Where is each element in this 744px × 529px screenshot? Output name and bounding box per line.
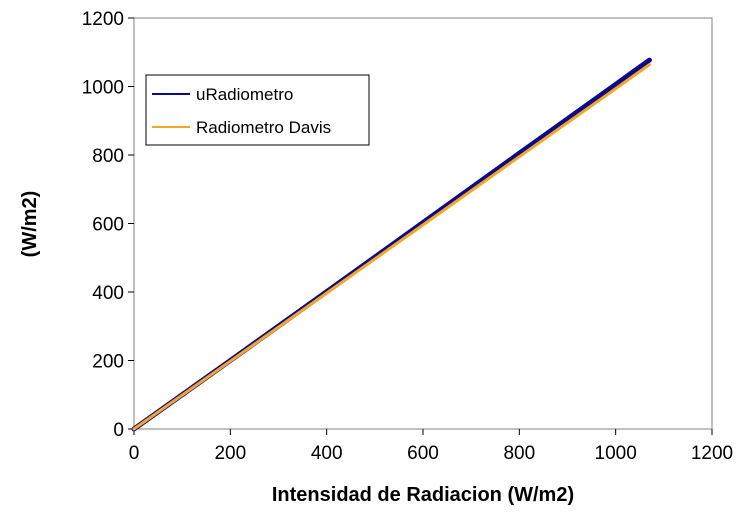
y-tick-label: 1000 [82,78,124,99]
x-tick-label: 1200 [691,443,733,464]
x-tick-label: 200 [214,443,246,464]
y-tick-label: 0 [113,420,124,441]
x-tick-label: 800 [503,443,535,464]
legend-label-uradiometro: uRadiometro [196,85,293,104]
x-tick-label: 0 [129,443,140,464]
y-tick-label: 600 [92,215,124,236]
y-tick-label: 800 [92,146,124,167]
y-axis-title: (W/m2) [19,191,41,258]
series-line-radiometro-davis [132,63,651,431]
y-tick-label: 200 [92,352,124,373]
y-tick-label: 400 [92,283,124,304]
x-tick-label: 600 [407,443,439,464]
legend-label-radiometro-davis: Radiometro Davis [196,118,331,137]
x-tick-label: 400 [311,443,343,464]
x-axis-title: Intensidad de Radiacion (W/m2) [272,484,574,506]
y-tick-label: 1200 [82,9,124,30]
ticks-layer: 0 200 400 600 800 1000 1200 0 200 400 600 800 1000 12… [82,9,733,464]
legend-box [145,74,370,146]
x-tick-label: 1000 [595,443,637,464]
series-layer [131,57,652,432]
legend: uRadiometro Radiometro Davis [145,74,370,146]
